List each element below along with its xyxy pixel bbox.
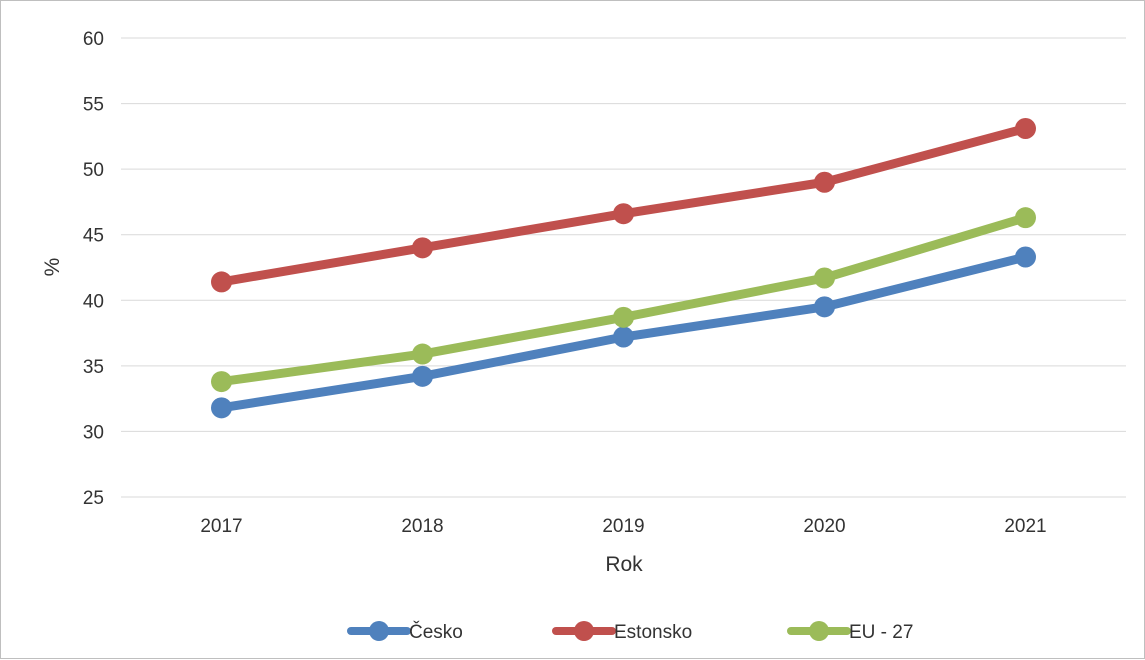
series-lines — [211, 117, 1036, 419]
data-point — [814, 296, 835, 318]
legend-swatch-marker — [369, 621, 389, 641]
x-tick-label: 2019 — [602, 516, 644, 537]
data-point — [412, 343, 433, 365]
legend-swatch-marker — [809, 621, 829, 641]
legend-label: EU - 27 — [849, 622, 913, 643]
x-tick-label: 2018 — [401, 516, 443, 537]
data-point — [1015, 117, 1036, 139]
data-point — [613, 203, 634, 225]
data-point — [211, 371, 232, 393]
data-point — [1015, 246, 1036, 268]
series-1 — [211, 117, 1036, 293]
gridlines — [121, 37, 1126, 498]
x-tick-label: 2020 — [803, 516, 845, 537]
y-tick-label: 25 — [83, 488, 104, 509]
data-point — [211, 271, 232, 293]
legend-label: Česko — [409, 621, 463, 643]
data-point — [1015, 207, 1036, 229]
x-axis-ticks: 2017 2018 2019 2020 2021 — [200, 516, 1046, 537]
y-tick-label: 55 — [83, 95, 104, 116]
y-axis-ticks: 25 30 35 40 45 50 55 60 — [83, 29, 104, 509]
data-point — [814, 267, 835, 289]
y-tick-label: 40 — [83, 291, 104, 312]
y-tick-label: 45 — [83, 226, 104, 247]
y-tick-label: 50 — [83, 160, 104, 181]
legend-swatch-marker — [574, 621, 594, 641]
y-tick-label: 60 — [83, 29, 104, 50]
legend-item: Estonsko — [552, 621, 692, 643]
x-tick-label: 2017 — [200, 516, 242, 537]
series-line — [217, 213, 1030, 387]
series-0 — [211, 246, 1036, 419]
x-axis-title: Rok — [605, 553, 643, 576]
data-point — [412, 365, 433, 387]
y-axis-title: % — [41, 258, 64, 277]
data-point — [814, 171, 835, 193]
series-2 — [211, 207, 1036, 393]
y-tick-label: 30 — [83, 422, 104, 443]
legend-label: Estonsko — [614, 622, 692, 643]
legend: Česko Estonsko EU - 27 — [347, 621, 913, 643]
x-tick-label: 2021 — [1004, 516, 1046, 537]
legend-item: Česko — [347, 621, 463, 643]
data-point — [211, 397, 232, 419]
data-point — [613, 306, 634, 328]
y-tick-label: 35 — [83, 357, 104, 378]
legend-item: EU - 27 — [787, 621, 913, 643]
data-point — [613, 326, 634, 348]
data-point — [412, 237, 433, 259]
